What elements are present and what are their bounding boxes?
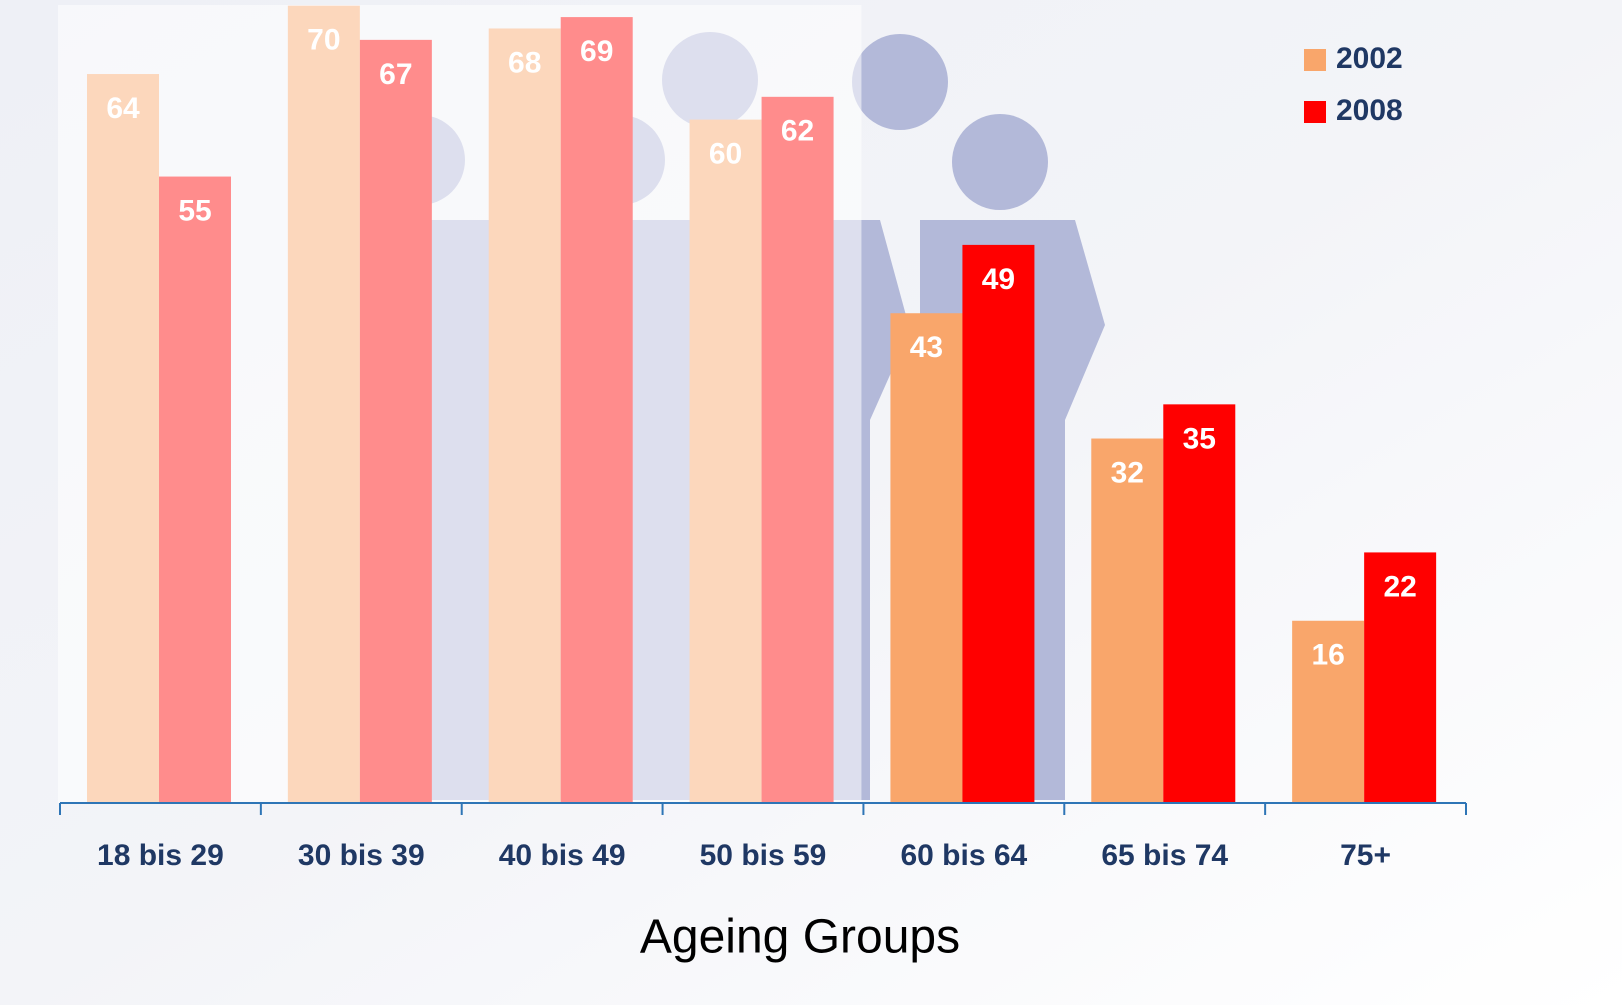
x-tick-label: 50 bis 59 <box>700 839 827 872</box>
x-axis-title: Ageing Groups <box>640 911 960 964</box>
bar <box>962 244 1035 803</box>
x-tick-label: 65 bis 74 <box>1101 839 1228 872</box>
bar <box>1292 620 1365 803</box>
x-tick-label: 75+ <box>1340 839 1391 872</box>
x-tick-label: 30 bis 39 <box>298 839 425 872</box>
data-label: 22 <box>1383 570 1416 603</box>
legend-swatch <box>1304 49 1326 71</box>
data-label: 35 <box>1183 422 1216 455</box>
bar <box>1364 552 1437 803</box>
legend-swatch <box>1304 101 1326 123</box>
legend-label: 2008 <box>1336 94 1403 127</box>
data-label: 49 <box>982 263 1015 296</box>
x-tick-label: 18 bis 29 <box>97 839 224 872</box>
x-tick-label: 40 bis 49 <box>499 839 626 872</box>
bar <box>1091 438 1164 803</box>
bar <box>890 313 963 803</box>
data-label: 32 <box>1111 456 1144 489</box>
legend-label: 2002 <box>1336 42 1403 75</box>
overlay <box>58 5 862 803</box>
data-label: 43 <box>910 331 943 364</box>
bar <box>1163 404 1236 803</box>
data-label: 16 <box>1311 639 1344 672</box>
x-tick-label: 60 bis 64 <box>900 839 1027 872</box>
